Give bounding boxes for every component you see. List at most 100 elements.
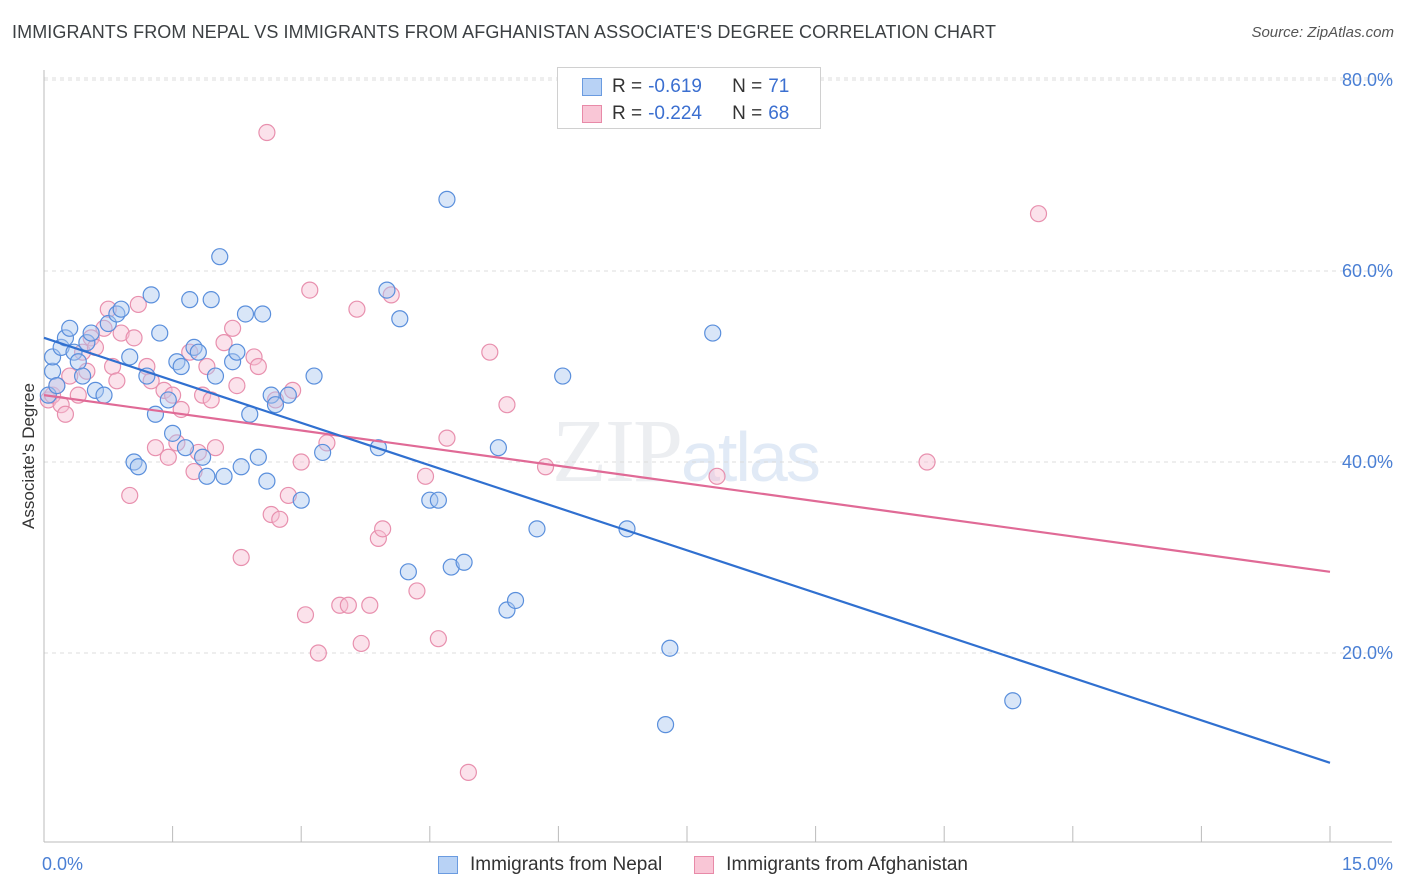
legend-r-label: R = — [612, 76, 643, 97]
y-tick-label: 20.0% — [1342, 643, 1393, 663]
series-swatch-afghanistan — [694, 856, 715, 874]
chart-title: IMMIGRANTS FROM NEPAL VS IMMIGRANTS FROM… — [12, 22, 997, 42]
data-point-nepal — [279, 386, 297, 404]
data-point-nepal — [194, 448, 212, 466]
data-point-afghanistan — [374, 520, 392, 538]
data-point-nepal — [704, 324, 722, 342]
legend-r-value: -0.619 — [648, 76, 702, 97]
data-point-afghanistan — [438, 429, 456, 447]
data-point-afghanistan — [56, 405, 75, 423]
data-point-nepal — [258, 472, 276, 490]
data-point-nepal — [254, 305, 272, 323]
data-point-nepal — [78, 334, 96, 352]
grid-lines — [44, 77, 1392, 654]
watermark: ZIPatlas — [552, 400, 821, 503]
data-point-nepal — [399, 563, 417, 581]
legend-row-nepal: R = -0.619 N = 71 — [582, 74, 789, 100]
data-point-nepal — [198, 467, 216, 485]
data-point-afghanistan — [99, 300, 117, 318]
data-point-afghanistan — [202, 391, 220, 409]
data-point-afghanistan — [125, 329, 143, 347]
data-point-afghanistan — [206, 439, 225, 457]
data-point-nepal — [176, 439, 195, 457]
series-label-nepal: Immigrants from Nepal — [470, 854, 663, 875]
y-axis-label: Associate's Degree — [19, 383, 38, 529]
data-point-nepal — [142, 286, 160, 304]
data-point-nepal — [1004, 692, 1022, 710]
data-point-afghanistan — [301, 281, 319, 299]
data-point-afghanistan — [112, 324, 130, 342]
data-point-afghanistan — [309, 644, 327, 662]
y-tick-label: 80.0% — [1342, 70, 1393, 90]
data-point-nepal — [224, 353, 242, 371]
data-point-afghanistan — [146, 439, 165, 457]
data-point-nepal — [61, 319, 79, 337]
axes — [43, 70, 1392, 843]
data-point-nepal — [73, 367, 92, 385]
data-point-afghanistan — [348, 300, 366, 318]
data-point-afghanistan — [121, 486, 139, 505]
y-tick-label: 40.0% — [1342, 452, 1393, 472]
data-point-afghanistan — [369, 529, 387, 548]
data-point-nepal — [232, 458, 250, 476]
data-point-nepal — [43, 348, 62, 366]
legend-n-label: N = — [732, 76, 763, 97]
series-label-afghanistan: Immigrants from Afghanistan — [726, 854, 968, 875]
data-point-nepal — [215, 467, 233, 485]
data-point-nepal — [172, 357, 190, 376]
data-point-afghanistan — [61, 367, 79, 385]
data-point-nepal — [266, 396, 285, 414]
series-legend-nepal[interactable]: Immigrants from Nepal — [438, 854, 662, 876]
legend-swatch-nepal — [582, 78, 602, 96]
data-point-nepal — [82, 324, 100, 342]
data-point-nepal — [429, 491, 447, 509]
data-point-nepal — [164, 424, 182, 442]
data-point-nepal — [528, 520, 546, 538]
data-point-afghanistan — [279, 486, 297, 505]
data-point-nepal — [206, 367, 225, 385]
data-point-afghanistan — [536, 458, 555, 476]
data-point-nepal — [48, 377, 66, 395]
data-point-afghanistan — [1029, 205, 1048, 223]
series-afghanistan-points — [39, 123, 1048, 781]
data-point-nepal — [151, 324, 169, 342]
data-point-afghanistan — [129, 295, 147, 314]
legend-n-value: 71 — [768, 76, 790, 97]
data-point-afghanistan — [159, 448, 177, 466]
y-tick-label: 60.0% — [1342, 261, 1393, 281]
data-point-nepal — [305, 367, 323, 385]
data-point-afghanistan — [918, 453, 936, 471]
data-point-afghanistan — [339, 596, 357, 614]
watermark-zip: ZIP — [552, 402, 683, 501]
series-legend: Immigrants from Nepal Immigrants from Af… — [0, 852, 1406, 878]
x-tick-label: 15.0% — [1342, 854, 1393, 874]
data-point-nepal — [442, 558, 460, 576]
data-point-nepal — [86, 381, 105, 399]
legend-r-label: R = — [612, 103, 643, 124]
data-point-nepal — [236, 305, 255, 323]
trend-line-afghanistan — [43, 394, 1331, 573]
x-tick-label: 0.0% — [42, 854, 83, 874]
legend-row-afghanistan: R = -0.224 N = 68 — [582, 101, 789, 127]
data-point-afghanistan — [361, 596, 379, 614]
data-point-afghanistan — [168, 434, 186, 452]
data-point-nepal — [249, 448, 267, 466]
trend-line-nepal — [43, 336, 1331, 764]
data-point-nepal — [112, 300, 130, 318]
data-point-afghanistan — [258, 123, 276, 142]
data-point-afghanistan — [155, 381, 173, 399]
data-point-nepal — [129, 458, 147, 476]
data-point-afghanistan — [228, 377, 246, 395]
data-point-afghanistan — [185, 462, 203, 481]
legend-swatch-afghanistan — [582, 105, 602, 123]
watermark-atlas: atlas — [681, 418, 821, 496]
data-point-nepal — [95, 386, 113, 404]
data-point-afghanistan — [459, 763, 477, 781]
data-point-afghanistan — [352, 634, 370, 653]
data-point-afghanistan — [292, 453, 310, 471]
data-point-nepal — [661, 639, 679, 657]
series-legend-afghanistan[interactable]: Immigrants from Afghanistan — [694, 854, 968, 876]
data-point-afghanistan — [249, 357, 267, 376]
data-point-nepal — [99, 314, 117, 333]
